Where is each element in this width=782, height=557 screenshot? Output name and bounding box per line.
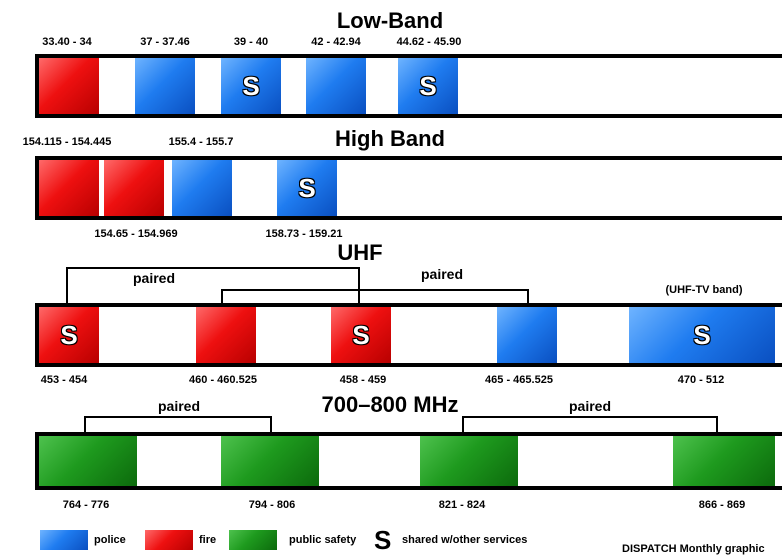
legend-police-swatch	[40, 530, 88, 550]
public-safety-block	[39, 436, 137, 486]
legend-shared-icon: S	[374, 525, 392, 555]
police-block	[135, 58, 195, 114]
shared-icon: S	[60, 320, 78, 350]
paired-label: paired	[132, 270, 176, 286]
fire-shared-block: S	[331, 307, 391, 363]
range-label: 458 - 459	[339, 374, 387, 386]
paired-label: paired	[420, 266, 464, 282]
paired-label: paired	[568, 398, 612, 414]
shared-icon: S	[419, 71, 437, 101]
police-block	[497, 307, 557, 363]
legend-fire-swatch	[145, 530, 193, 550]
range-label: 821 - 824	[438, 499, 486, 511]
range-label: 42 - 42.94	[311, 36, 361, 48]
legend-shared-label: shared w/other services	[402, 534, 528, 546]
range-label: 44.62 - 45.90	[396, 36, 462, 48]
band-700-800-title: 700–800 MHz	[321, 392, 459, 417]
paired-bracket	[462, 416, 718, 432]
range-label: 39 - 40	[233, 36, 269, 48]
public-safety-block	[420, 436, 518, 486]
police-shared-block: S	[221, 58, 281, 114]
fire-block	[196, 307, 256, 363]
fire-block	[104, 160, 164, 216]
range-label: 158.73 - 159.21	[265, 228, 343, 240]
range-label: 453 - 454	[40, 374, 88, 386]
range-label: 154.115 - 154.445	[22, 136, 112, 148]
fire-block	[39, 160, 99, 216]
range-label: 794 - 806	[248, 499, 296, 511]
range-label: 465 - 465.525	[485, 374, 553, 386]
band-700-800-bar	[35, 432, 782, 490]
legend-public-safety-label: public safety	[289, 534, 357, 546]
paired-bracket	[84, 416, 272, 432]
police-block	[306, 58, 366, 114]
tv-band-label: (UHF-TV band)	[665, 284, 743, 296]
public-safety-block	[673, 436, 775, 486]
range-label: 460 - 460.525	[189, 374, 257, 386]
high-band-title: High Band	[335, 126, 445, 151]
legend-police-label: police	[94, 534, 126, 546]
uhf-title: UHF	[337, 240, 383, 265]
range-label: 470 - 512	[677, 374, 725, 386]
shared-icon: S	[242, 71, 260, 101]
paired-bracket	[66, 267, 360, 303]
shared-icon: S	[693, 320, 711, 350]
range-label: 764 - 776	[62, 499, 110, 511]
range-label: 866 - 869	[698, 499, 746, 511]
legend-public-safety-swatch	[229, 530, 277, 550]
police-shared-block: S	[398, 58, 458, 114]
range-label: 37 - 37.46	[140, 36, 190, 48]
paired-bracket	[221, 289, 529, 303]
range-label: 154.65 - 154.969	[94, 228, 178, 240]
police-block	[172, 160, 232, 216]
legend-fire-label: fire	[199, 534, 217, 546]
range-label: 155.4 - 155.7	[168, 136, 234, 148]
paired-label: paired	[157, 398, 201, 414]
police-shared-block: S	[277, 160, 337, 216]
shared-icon: S	[352, 320, 370, 350]
credit-text: DISPATCH Monthly graphic	[622, 543, 765, 555]
public-safety-block	[221, 436, 319, 486]
police-shared-block: S	[629, 307, 775, 363]
low-band-title: Low-Band	[336, 8, 444, 33]
shared-icon: S	[298, 173, 316, 203]
fire-shared-block: S	[39, 307, 99, 363]
range-label: 33.40 - 34	[42, 36, 92, 48]
fire-block	[39, 58, 99, 114]
